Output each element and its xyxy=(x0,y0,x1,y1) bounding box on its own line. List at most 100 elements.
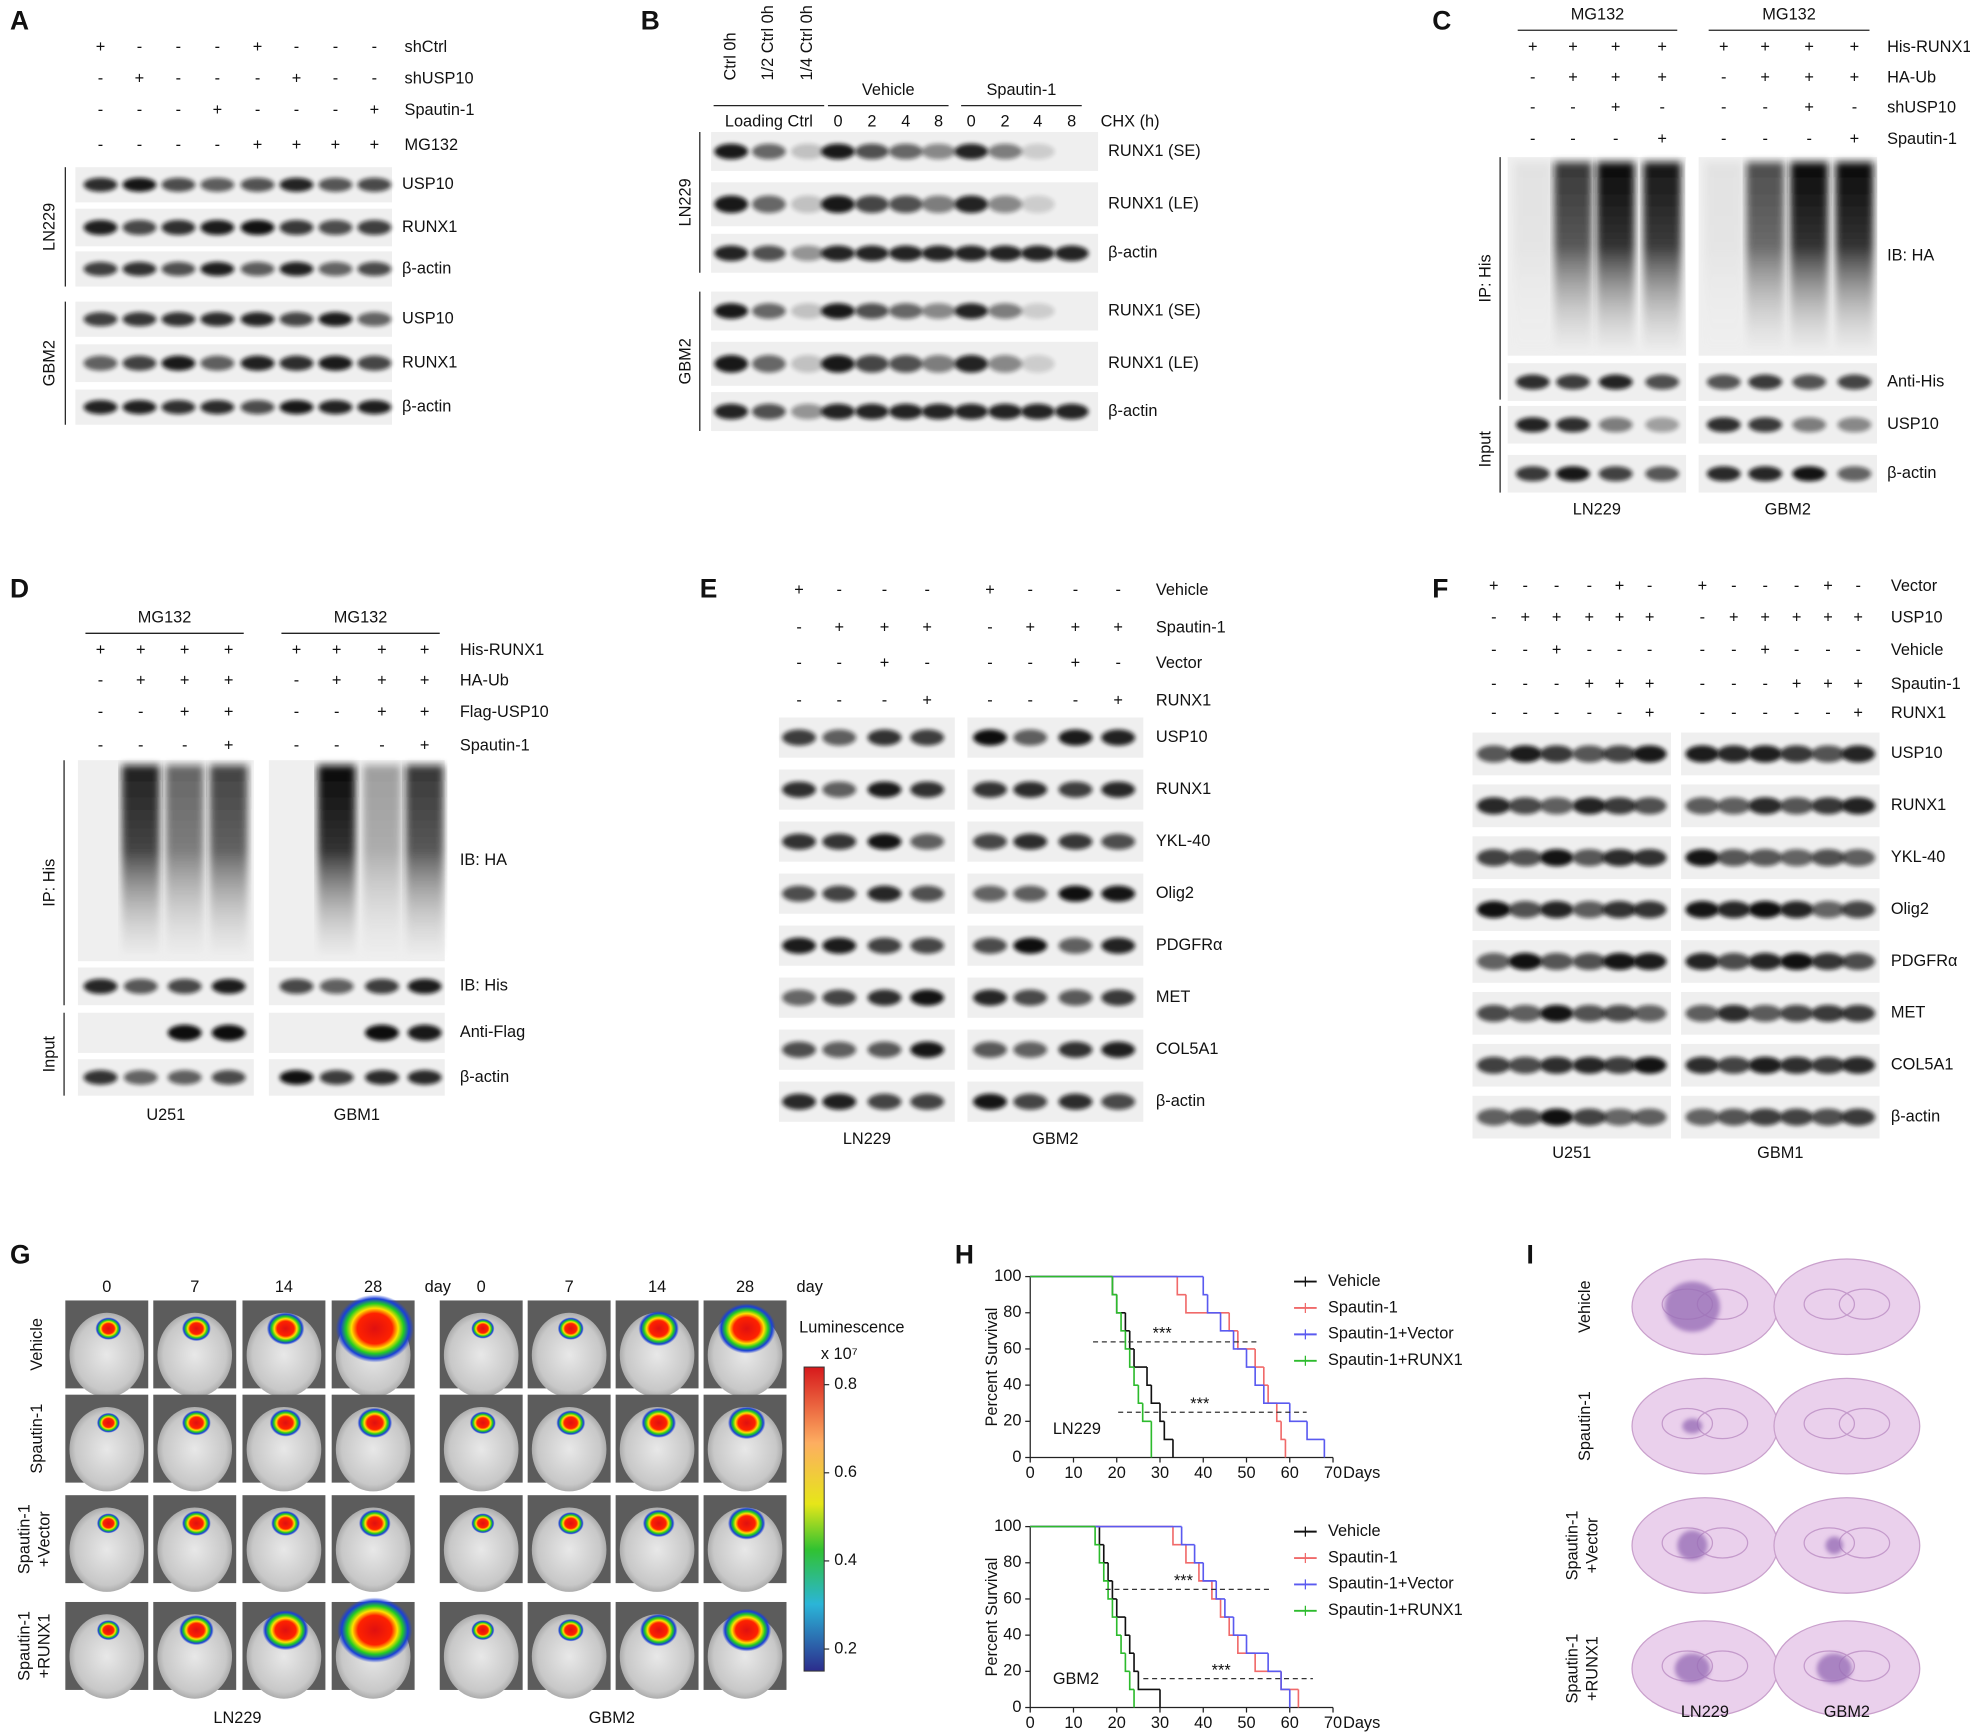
condition-label: shUSP10 xyxy=(405,70,474,88)
panel-letter: I xyxy=(1526,1239,1533,1269)
sign: + xyxy=(834,619,844,637)
day-label: 0 xyxy=(477,1278,486,1296)
legend-label: Vehicle xyxy=(1328,1272,1381,1290)
band xyxy=(888,195,923,214)
sign: + xyxy=(224,671,234,689)
row-label: Vehicle xyxy=(28,1318,46,1371)
luminescence-signal xyxy=(337,1597,413,1663)
brain-ventricle xyxy=(1803,1527,1856,1559)
x-tick-label: 50 xyxy=(1237,1464,1255,1482)
band xyxy=(1572,797,1607,815)
y-tick-label: 100 xyxy=(994,1267,1021,1285)
band xyxy=(867,989,902,1006)
survival-step xyxy=(1128,1635,1135,1655)
band xyxy=(782,937,817,954)
condition-label: Spautin-1 xyxy=(460,737,530,755)
cell-label: GBM2 xyxy=(41,340,59,386)
band xyxy=(790,195,825,214)
band xyxy=(1598,417,1633,433)
band xyxy=(1515,374,1550,390)
survival-step xyxy=(1120,1635,1126,1655)
band xyxy=(279,177,314,192)
mouse-body xyxy=(531,1507,607,1592)
band xyxy=(1020,143,1055,160)
sign: + xyxy=(1792,609,1802,627)
sign: - xyxy=(1700,609,1705,627)
sign: - xyxy=(98,70,103,88)
sign: - xyxy=(138,703,143,721)
band xyxy=(1841,1108,1876,1126)
day-label: 7 xyxy=(190,1278,199,1296)
condition-label: MG132 xyxy=(405,136,459,154)
survival-step xyxy=(1128,1348,1135,1368)
sign: - xyxy=(138,737,143,755)
survival-step xyxy=(1137,1385,1143,1405)
band xyxy=(714,303,749,319)
mouse-body xyxy=(619,1507,695,1592)
sign: - xyxy=(1794,577,1799,595)
sign: - xyxy=(796,619,801,637)
band xyxy=(1779,1056,1814,1074)
band-label: USP10 xyxy=(1156,728,1208,746)
smear xyxy=(165,765,204,954)
band xyxy=(240,219,275,236)
panel-letter: E xyxy=(700,574,718,604)
cell-label: LN229 xyxy=(213,1709,261,1727)
sign: - xyxy=(796,654,801,672)
x-axis-label: Days xyxy=(1343,1464,1380,1482)
sign: + xyxy=(1657,38,1667,56)
sign: - xyxy=(1587,641,1592,659)
sign: - xyxy=(1806,130,1811,148)
group-label: MG132 xyxy=(1571,5,1625,23)
sign: + xyxy=(1615,577,1625,595)
band xyxy=(167,978,202,994)
sign: - xyxy=(1721,98,1726,116)
significance-label: *** xyxy=(1174,1572,1194,1590)
band xyxy=(1779,952,1814,971)
sign: + xyxy=(292,136,302,154)
mouse-body xyxy=(157,1507,233,1592)
band xyxy=(1101,1041,1136,1058)
sign: - xyxy=(182,737,187,755)
band xyxy=(1811,797,1845,815)
survival-step xyxy=(1133,1348,1148,1368)
band xyxy=(1841,952,1876,971)
row-label: +RUNX1 xyxy=(36,1614,54,1679)
band xyxy=(1602,849,1637,867)
mouse-body xyxy=(335,1507,411,1592)
band xyxy=(1058,781,1093,798)
luminescence-signal xyxy=(181,1316,211,1342)
section-label: IP: His xyxy=(1477,254,1495,302)
band xyxy=(954,303,989,319)
band xyxy=(867,1041,902,1058)
sign: - xyxy=(1570,98,1575,116)
sign: + xyxy=(136,671,146,689)
sign: + xyxy=(1568,68,1578,86)
colorbar-unit: x 10⁷ xyxy=(821,1345,858,1363)
survival-step xyxy=(1237,1330,1256,1350)
legend-label: Spautin-1 xyxy=(1328,1548,1398,1566)
condition-label: His-RUNX1 xyxy=(460,641,544,659)
sign: + xyxy=(253,136,263,154)
band xyxy=(1101,833,1136,850)
band-label: RUNX1 (SE) xyxy=(1108,142,1201,160)
band xyxy=(357,400,392,415)
panel-letter: G xyxy=(10,1239,31,1269)
survival-step xyxy=(1094,1526,1100,1546)
band-label: RUNX1 (SE) xyxy=(1108,301,1201,319)
band-label: RUNX1 (LE) xyxy=(1108,195,1199,213)
panel-letter: B xyxy=(641,6,660,36)
day-label: 14 xyxy=(275,1278,293,1296)
x-tick-label: 60 xyxy=(1281,1464,1299,1482)
sign: - xyxy=(837,654,842,672)
sign: + xyxy=(880,619,890,637)
chart-cell-label: LN229 xyxy=(1053,1420,1101,1438)
band xyxy=(357,312,392,327)
sign: - xyxy=(1530,98,1535,116)
band xyxy=(123,1070,158,1085)
band xyxy=(1811,952,1845,971)
sign: - xyxy=(1762,98,1767,116)
band xyxy=(83,400,118,415)
survival-step xyxy=(1128,1330,1135,1350)
sign: - xyxy=(372,38,377,56)
